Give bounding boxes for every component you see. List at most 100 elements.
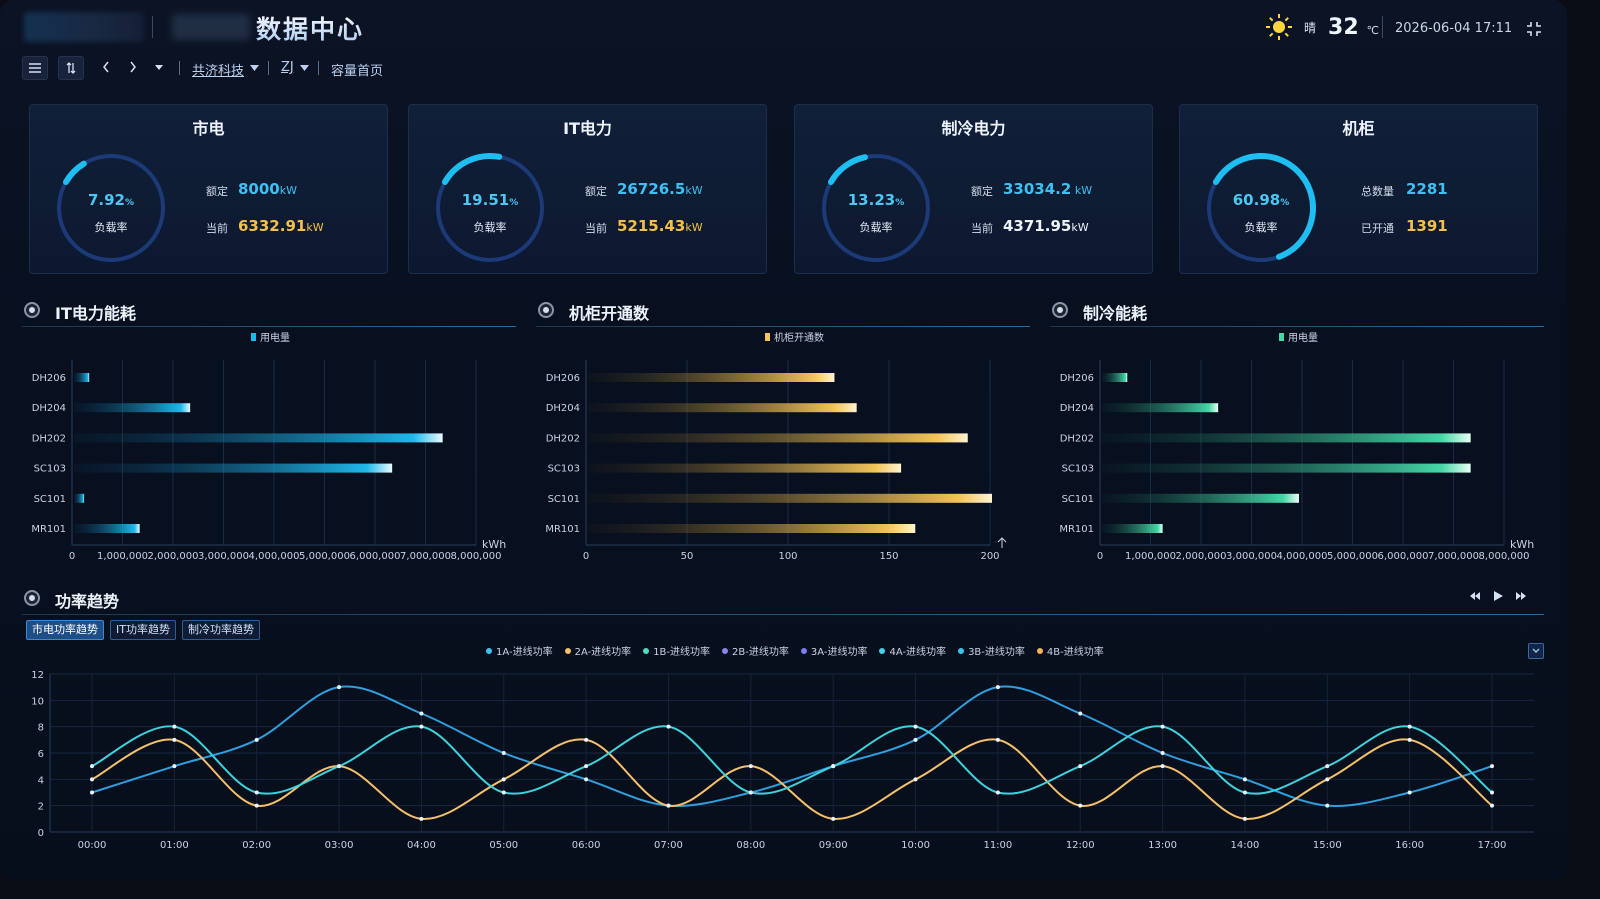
legend-label: 3B-进线功率	[968, 647, 1025, 658]
chevron-down-icon[interactable]	[250, 65, 259, 71]
section-title-it-power: IT电力能耗	[55, 304, 136, 323]
x-tick-label: 16:00	[1395, 840, 1424, 851]
x-tick-label: 13:00	[1148, 840, 1177, 851]
x-tick-label: 00:00	[78, 840, 107, 851]
toolbar-divider	[318, 61, 319, 75]
legend-item[interactable]: 3A-进线功率	[800, 643, 867, 658]
data-point	[831, 816, 836, 821]
x-tick-label: 10:00	[901, 840, 930, 851]
tab-cooling-power-trend[interactable]: 制冷功率趋势	[182, 620, 260, 640]
x-tick-label: 150	[879, 551, 898, 562]
x-tick-label: 7,000,000	[400, 551, 451, 562]
fast-forward-icon[interactable]	[1516, 592, 1526, 600]
data-point	[254, 790, 259, 795]
y-tick-label: DH204	[1060, 403, 1094, 414]
legend-item[interactable]: 4A-进线功率	[879, 643, 946, 658]
section-divider	[536, 326, 1030, 327]
x-tick-label: 03:00	[325, 840, 354, 851]
series-line	[91, 725, 1493, 795]
back-arrow-icon[interactable]	[102, 61, 110, 73]
power-trend-line-chart: 0 2 4 6 8 10 12 00:00 01:00 02:00 03:00 04:00 05:00 0…	[31, 670, 1534, 851]
it-power-bar-chart: 用电量 0 1,000,000 2,000,000 3,000,000 4,000,000…	[31, 331, 506, 562]
data-point	[1078, 711, 1083, 716]
data-point	[90, 764, 94, 769]
kpi-title: IT电力	[563, 119, 612, 138]
y-tick-label: SC101	[34, 494, 66, 505]
rewind-icon[interactable]	[1470, 592, 1480, 600]
rated-value: 2281	[1406, 180, 1448, 198]
legend-item[interactable]: 2A-进线功率	[564, 643, 631, 658]
x-tick-label: 5,000,000	[299, 551, 350, 562]
section-title-cabinet: 机柜开通数	[569, 304, 650, 323]
bar	[74, 373, 90, 382]
x-tick-label: 02:00	[242, 840, 271, 851]
forward-arrow-icon[interactable]	[129, 61, 137, 73]
play-icon[interactable]	[1494, 591, 1503, 601]
y-tick-label: DH202	[1060, 433, 1094, 444]
data-point	[172, 737, 177, 742]
section-divider	[22, 326, 516, 327]
datetime: 2026-06-04 17:11	[1395, 21, 1513, 36]
rated-label: 额定	[971, 185, 993, 198]
y-tick-label: 6	[38, 749, 44, 760]
x-tick-label: 09:00	[819, 840, 848, 851]
kpi-card: 制冷电力 13.23% 负载率 额定 33034.2 kW 当前 4371.95…	[794, 104, 1153, 274]
section-title-cooling: 制冷能耗	[1083, 304, 1148, 323]
kpi-card: 市电 7.92% 负载率 额定 8000kW 当前 6332.91kW	[29, 104, 388, 274]
x-tick-label: 0	[1097, 551, 1103, 562]
load-percent: 60.98%	[1232, 191, 1290, 209]
x-tick-label: 6,000,000	[1378, 551, 1429, 562]
data-point	[501, 751, 506, 755]
legend-item[interactable]: 2B-进线功率	[722, 643, 789, 658]
bar	[588, 373, 835, 382]
weather-condition: 晴	[1304, 20, 1317, 35]
data-point	[995, 790, 1000, 795]
legend-item[interactable]: 1A-进线功率	[486, 643, 553, 658]
y-tick-label: 8	[38, 723, 44, 734]
breadcrumb-site[interactable]: ZJ	[281, 60, 294, 75]
load-percent: 7.92%	[87, 191, 135, 209]
y-tick-label: MR101	[1059, 524, 1094, 535]
data-point	[337, 685, 342, 690]
bar	[74, 403, 191, 413]
x-tick-label: 50	[681, 551, 694, 562]
chevron-down-icon[interactable]	[300, 65, 309, 71]
kpi-title: 机柜	[1342, 119, 1375, 138]
legend-item[interactable]: 4B-进线功率	[1036, 643, 1104, 658]
legend-item[interactable]: 1B-进线功率	[643, 643, 710, 658]
data-point	[1078, 803, 1083, 808]
fullscreen-exit-icon[interactable]	[1525, 20, 1543, 38]
breadcrumb-page[interactable]: 容量首页	[331, 64, 384, 79]
section-bullet-icon	[538, 302, 554, 318]
data-point	[748, 790, 753, 795]
legend-item[interactable]: 3B-进线功率	[958, 643, 1025, 658]
legend-label: 机柜开通数	[774, 331, 824, 344]
legend-dot	[1036, 647, 1043, 654]
data-point	[254, 737, 259, 742]
data-point	[666, 724, 671, 729]
collapse-button[interactable]	[1528, 643, 1544, 659]
y-tick-label: DH202	[546, 433, 580, 444]
x-tick-label: 17:00	[1478, 840, 1507, 851]
data-point	[172, 724, 177, 729]
tab-grid-power-trend[interactable]: 市电功率趋势	[26, 620, 104, 640]
x-tick-label: 2,000,000	[1176, 551, 1227, 562]
menu-button[interactable]	[22, 56, 48, 80]
y-tick-label: 4	[38, 775, 44, 786]
x-tick-label: 08:00	[736, 840, 765, 851]
rated-value: 33034.2 kW	[1003, 180, 1093, 198]
data-point	[913, 777, 918, 782]
history-dropdown-icon[interactable]	[154, 64, 164, 71]
x-tick-label: 01:00	[160, 840, 189, 851]
breadcrumb-company[interactable]: 共济科技	[192, 64, 245, 79]
bar	[1102, 403, 1219, 413]
x-tick-label: 4,000,000	[249, 551, 300, 562]
sort-button[interactable]	[58, 56, 84, 80]
x-tick-label: 14:00	[1231, 840, 1260, 851]
x-tick-label: 0	[69, 551, 75, 562]
legend-swatch	[765, 333, 770, 341]
page-title: 数据中心	[256, 10, 364, 46]
toolbar-divider	[268, 61, 269, 75]
tab-it-power-trend[interactable]: IT功率趋势	[110, 620, 176, 640]
y-tick-label: MR101	[545, 524, 580, 535]
